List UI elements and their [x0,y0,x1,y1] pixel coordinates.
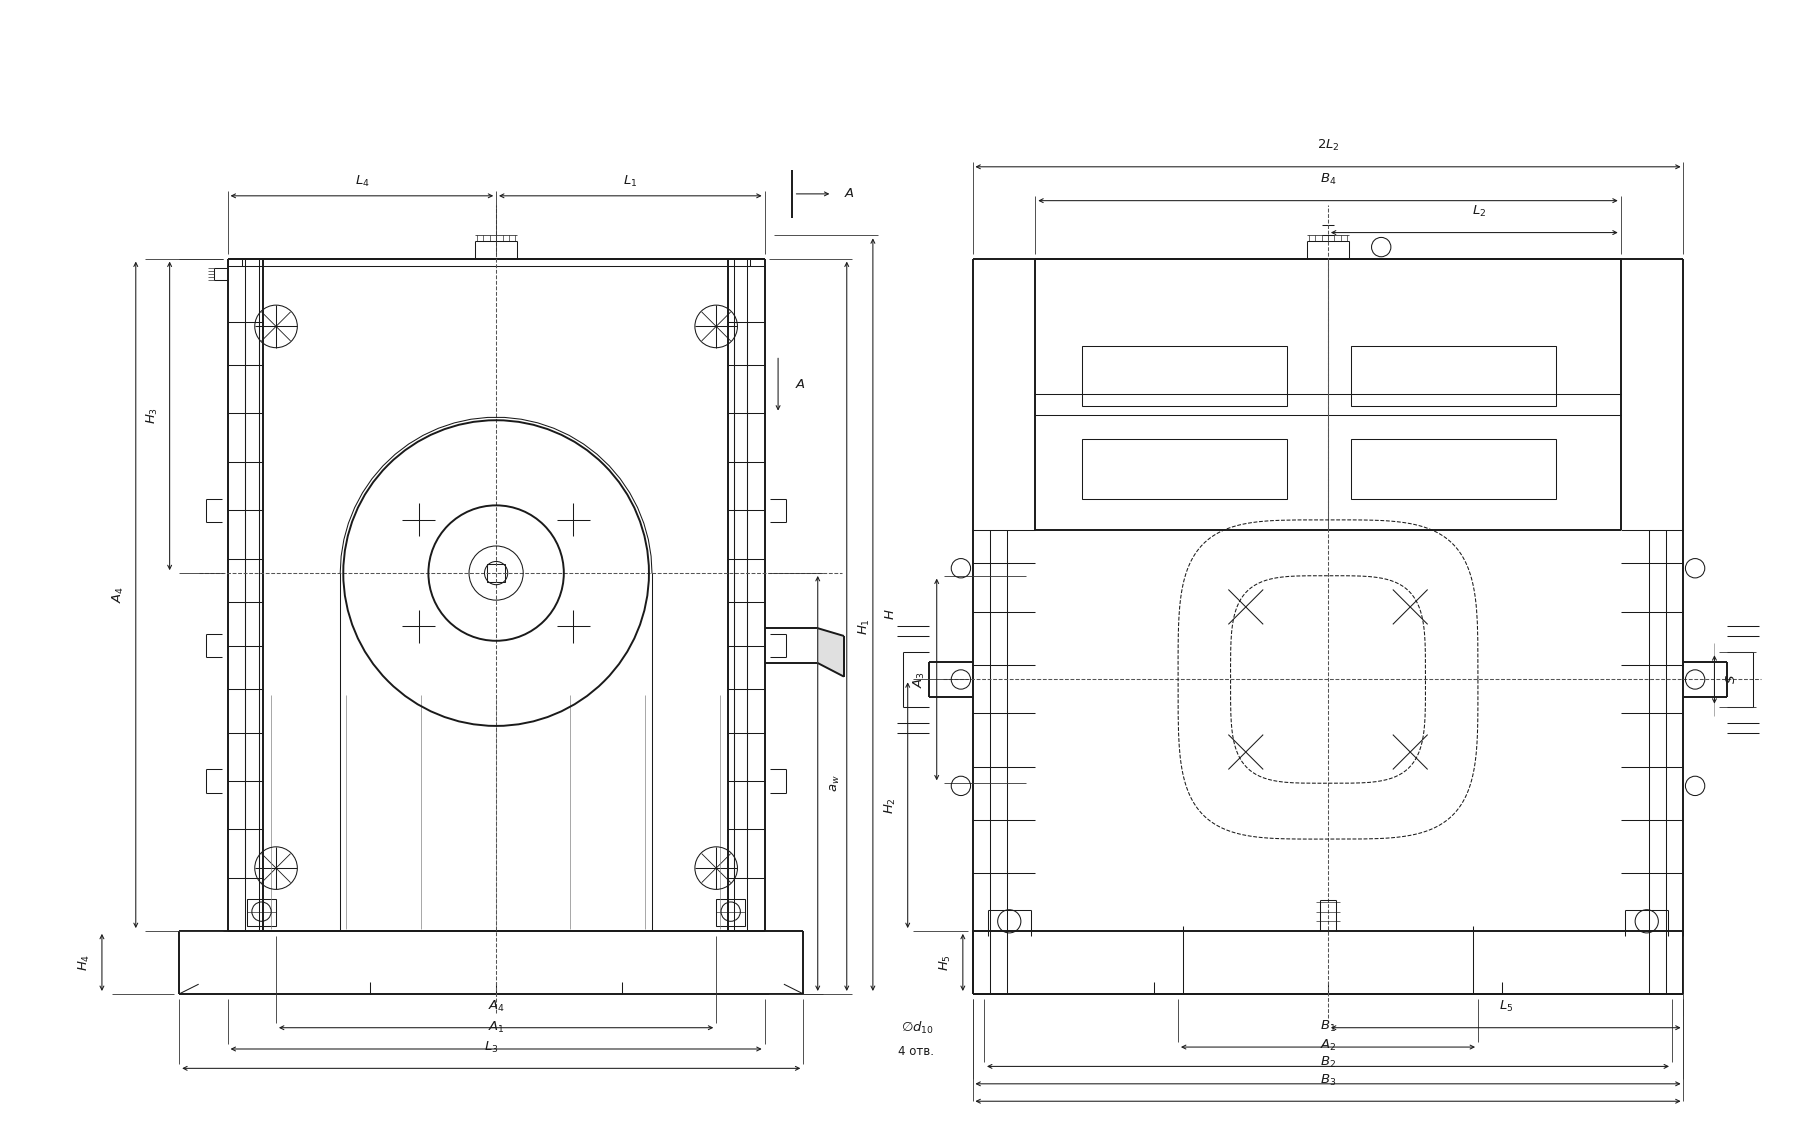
Text: 4 отв.: 4 отв. [897,1046,933,1058]
Bar [1352,346,1557,406]
Text: $L_3$: $L_3$ [484,1039,498,1055]
Text: A: A [845,187,854,201]
Text: $A_1$: $A_1$ [487,1020,505,1036]
Bar [1352,439,1557,499]
Text: $H_2$: $H_2$ [883,797,897,814]
Text: $\varnothing d_{10}$: $\varnothing d_{10}$ [901,1020,933,1036]
Text: $B_4$: $B_4$ [1320,172,1336,187]
Text: $H_3$: $H_3$ [144,407,160,425]
Text: $L_1$: $L_1$ [624,174,638,188]
Bar [487,564,505,582]
Bar [246,899,277,926]
Text: $A_3$: $A_3$ [912,671,926,688]
Text: $H_1$: $H_1$ [856,618,872,634]
Text: $L_4$: $L_4$ [354,174,369,188]
Text: $L_2$: $L_2$ [1473,204,1487,219]
Text: $H$: $H$ [885,609,897,621]
Text: $S$: $S$ [1726,675,1739,685]
Text: $L_5$: $L_5$ [1498,999,1512,1015]
Text: $B_1$: $B_1$ [1320,1018,1336,1034]
Bar [1082,439,1287,499]
Text: $A_4$: $A_4$ [487,999,505,1015]
Text: $B_3$: $B_3$ [1320,1073,1336,1087]
Text: $H_5$: $H_5$ [939,954,953,971]
Text: $2L_2$: $2L_2$ [1316,138,1340,154]
Text: A: A [795,378,806,391]
Text: $A_4$: $A_4$ [111,586,126,603]
Bar [1082,346,1287,406]
Text: $a_w$: $a_w$ [829,775,841,793]
Text: $A_2$: $A_2$ [1320,1038,1336,1053]
Bar [716,899,744,926]
Polygon shape [818,628,843,677]
Text: $B_2$: $B_2$ [1320,1055,1336,1071]
Text: $H_4$: $H_4$ [77,954,92,971]
